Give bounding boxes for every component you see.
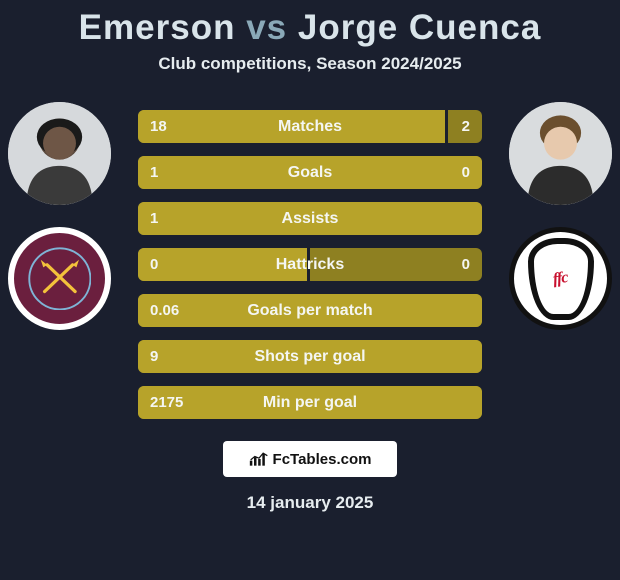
stat-label: Assists	[208, 210, 412, 228]
stat-left-value: 18	[138, 118, 208, 135]
title-player2: Jorge Cuenca	[298, 8, 541, 47]
stat-label: Matches	[208, 118, 412, 136]
stat-label: Shots per goal	[208, 348, 412, 366]
stat-row: 18Matches2	[138, 110, 482, 143]
stat-bars: 18Matches21Goals01Assists0Hattricks00.06…	[138, 102, 482, 419]
stat-label: Goals	[208, 164, 412, 182]
stat-left-value: 1	[138, 164, 208, 181]
comparison-date: 14 january 2025	[0, 477, 620, 513]
stat-label: Hattricks	[208, 256, 412, 274]
brand-badge[interactable]: FcTables.com	[223, 441, 397, 477]
stat-row: 2175Min per goal	[138, 386, 482, 419]
stat-right-value: 0	[412, 256, 482, 273]
stat-right-value: 2	[412, 118, 482, 135]
player2-club-crest: ffc	[509, 227, 612, 330]
stat-left-value: 2175	[138, 394, 208, 411]
right-column: ffc	[509, 102, 612, 330]
brand-text: FcTables.com	[273, 451, 372, 468]
title-vs: vs	[246, 8, 287, 47]
comparison-main: ffc 18Matches21Goals01Assists0Hattricks0…	[0, 102, 620, 419]
stat-left-value: 9	[138, 348, 208, 365]
stat-left-value: 1	[138, 210, 208, 227]
westham-crest-icon	[28, 247, 92, 311]
stat-label: Min per goal	[208, 394, 412, 412]
stat-row: 1Goals0	[138, 156, 482, 189]
stat-row: 1Assists	[138, 202, 482, 235]
stat-row: 9Shots per goal	[138, 340, 482, 373]
title-player1: Emerson	[79, 8, 236, 47]
person-silhouette-icon	[8, 102, 111, 205]
fulham-shield-icon: ffc	[528, 238, 594, 320]
left-column	[8, 102, 111, 330]
comparison-title: Emerson vs Jorge Cuenca	[0, 0, 620, 54]
stat-left-value: 0	[138, 256, 208, 273]
fulham-ffc-text: ffc	[552, 269, 569, 289]
subtitle: Club competitions, Season 2024/2025	[0, 54, 620, 102]
stat-row: 0Hattricks0	[138, 248, 482, 281]
player2-avatar	[509, 102, 612, 205]
player1-club-crest	[8, 227, 111, 330]
stat-row: 0.06Goals per match	[138, 294, 482, 327]
stat-right-value: 0	[412, 164, 482, 181]
person-silhouette-icon	[509, 102, 612, 205]
stat-label: Goals per match	[208, 302, 412, 320]
bar-chart-icon	[249, 451, 269, 467]
player1-avatar	[8, 102, 111, 205]
stat-left-value: 0.06	[138, 302, 208, 319]
